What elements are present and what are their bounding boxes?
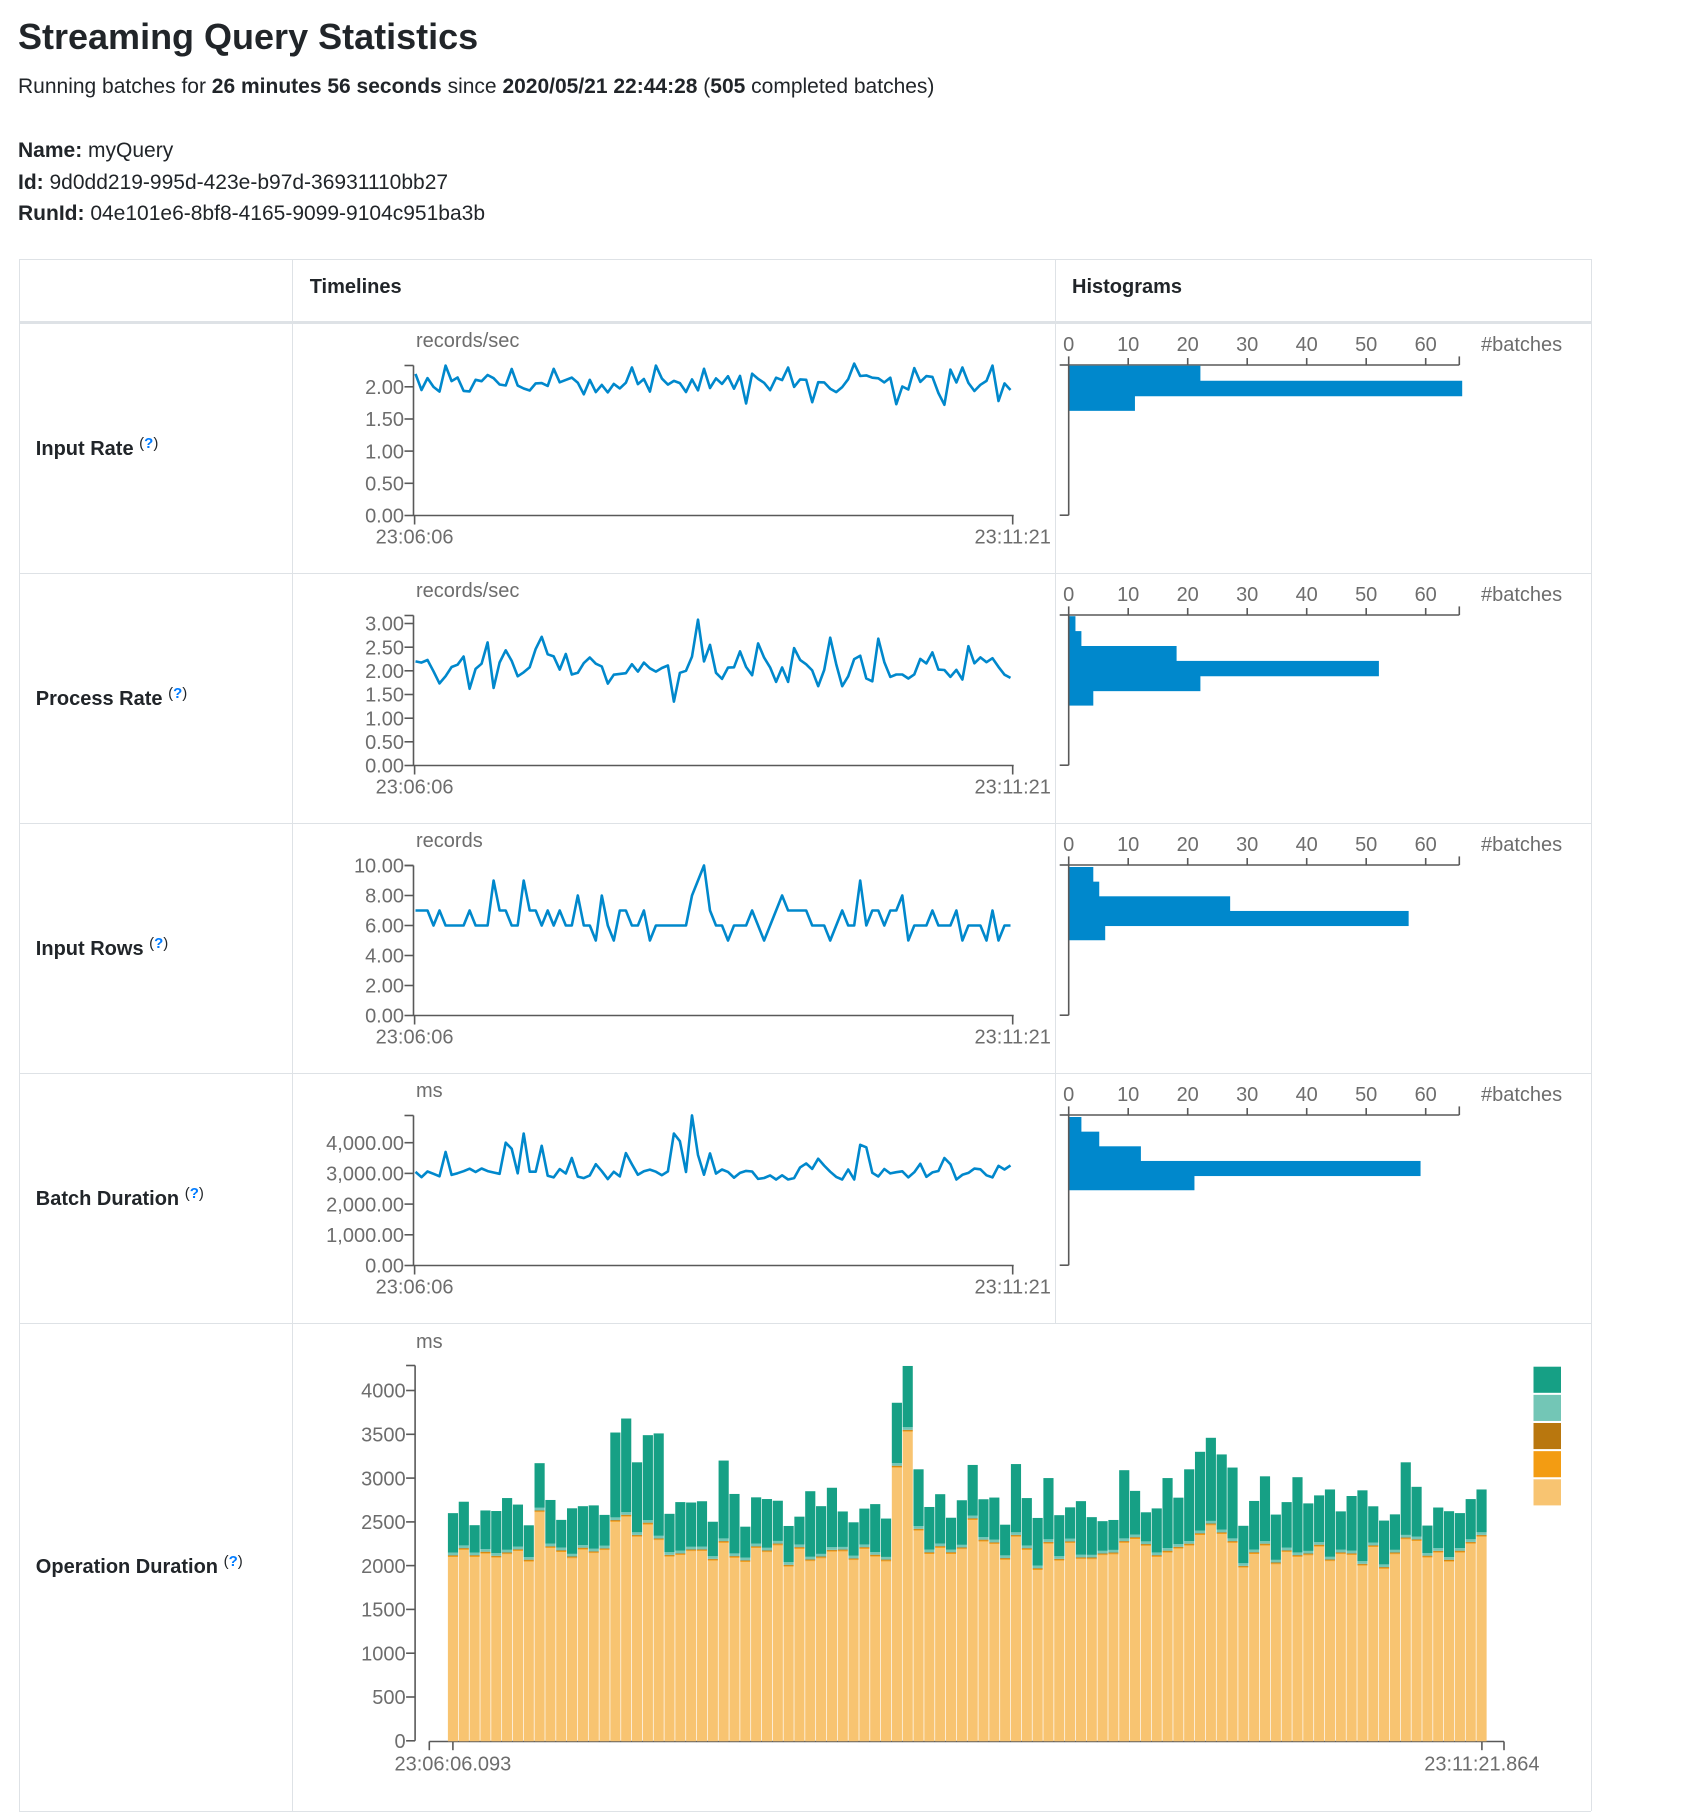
- svg-text:30: 30: [1236, 834, 1258, 856]
- svg-text:60: 60: [1415, 584, 1437, 606]
- svg-text:20: 20: [1177, 584, 1199, 606]
- svg-text:23:06:06: 23:06:06: [376, 1277, 454, 1299]
- svg-text:10.00: 10.00: [354, 856, 404, 878]
- svg-text:1500: 1500: [361, 1600, 406, 1622]
- svg-text:0: 0: [1063, 834, 1074, 856]
- svg-text:1.00: 1.00: [365, 708, 404, 730]
- svg-text:records/sec: records/sec: [416, 330, 519, 352]
- svg-text:3.00: 3.00: [365, 614, 404, 636]
- svg-text:2.00: 2.00: [365, 377, 404, 399]
- svg-text:30: 30: [1236, 1084, 1258, 1106]
- svg-text:3500: 3500: [361, 1425, 406, 1447]
- svg-text:40: 40: [1296, 334, 1318, 356]
- svg-text:0.00: 0.00: [365, 1256, 404, 1278]
- svg-text:3,000.00: 3,000.00: [326, 1164, 404, 1186]
- svg-text:23:11:21: 23:11:21: [975, 1277, 1051, 1299]
- svg-text:23:11:21.864: 23:11:21.864: [1424, 1754, 1539, 1776]
- svg-text:3000: 3000: [361, 1468, 406, 1490]
- svg-text:ms: ms: [416, 1080, 443, 1102]
- svg-text:0: 0: [1063, 584, 1074, 606]
- svg-text:23:06:06: 23:06:06: [376, 527, 454, 549]
- svg-text:#batches: #batches: [1481, 584, 1562, 606]
- svg-text:10: 10: [1117, 584, 1139, 606]
- svg-text:8.00: 8.00: [365, 886, 404, 908]
- svg-text:1,000.00: 1,000.00: [326, 1225, 404, 1247]
- svg-text:#batches: #batches: [1481, 834, 1562, 856]
- svg-text:23:06:06: 23:06:06: [376, 1027, 454, 1049]
- svg-text:6.00: 6.00: [365, 916, 404, 938]
- svg-text:2.50: 2.50: [365, 637, 404, 659]
- svg-text:0: 0: [1063, 1084, 1074, 1106]
- svg-text:30: 30: [1236, 584, 1258, 606]
- svg-text:20: 20: [1177, 1084, 1199, 1106]
- svg-text:0.50: 0.50: [365, 732, 404, 754]
- svg-text:60: 60: [1415, 334, 1437, 356]
- svg-text:40: 40: [1296, 834, 1318, 856]
- svg-text:2500: 2500: [361, 1512, 406, 1534]
- svg-text:1.50: 1.50: [365, 409, 404, 431]
- svg-text:10: 10: [1117, 334, 1139, 356]
- svg-text:23:06:06.093: 23:06:06.093: [395, 1754, 512, 1776]
- svg-text:0.50: 0.50: [365, 474, 404, 496]
- svg-text:4000: 4000: [361, 1381, 406, 1403]
- svg-text:40: 40: [1296, 584, 1318, 606]
- svg-text:0: 0: [394, 1731, 405, 1753]
- svg-text:30: 30: [1236, 334, 1258, 356]
- svg-text:0.00: 0.00: [365, 506, 404, 528]
- svg-text:1.00: 1.00: [365, 441, 404, 463]
- svg-text:0.00: 0.00: [365, 756, 404, 778]
- svg-text:records/sec: records/sec: [416, 580, 519, 602]
- svg-text:23:11:21: 23:11:21: [975, 527, 1051, 549]
- svg-text:500: 500: [372, 1687, 405, 1709]
- svg-text:10: 10: [1117, 834, 1139, 856]
- svg-text:2.00: 2.00: [365, 661, 404, 683]
- svg-text:4,000.00: 4,000.00: [326, 1133, 404, 1155]
- svg-text:#batches: #batches: [1481, 334, 1562, 356]
- svg-text:23:06:06: 23:06:06: [376, 777, 454, 799]
- svg-text:1000: 1000: [361, 1643, 406, 1665]
- svg-text:20: 20: [1177, 334, 1199, 356]
- svg-text:0: 0: [1063, 334, 1074, 356]
- svg-text:60: 60: [1415, 834, 1437, 856]
- svg-text:ms: ms: [416, 1331, 443, 1353]
- svg-text:2000: 2000: [361, 1556, 406, 1578]
- svg-text:50: 50: [1355, 584, 1377, 606]
- svg-text:50: 50: [1355, 334, 1377, 356]
- svg-text:40: 40: [1296, 1084, 1318, 1106]
- svg-text:60: 60: [1415, 1084, 1437, 1106]
- svg-text:2.00: 2.00: [365, 976, 404, 998]
- svg-text:50: 50: [1355, 834, 1377, 856]
- svg-text:4.00: 4.00: [365, 946, 404, 968]
- svg-text:20: 20: [1177, 834, 1199, 856]
- svg-text:#batches: #batches: [1481, 1084, 1562, 1106]
- svg-text:records: records: [416, 830, 483, 852]
- svg-text:10: 10: [1117, 1084, 1139, 1106]
- svg-text:23:11:21: 23:11:21: [975, 1027, 1051, 1049]
- svg-text:50: 50: [1355, 1084, 1377, 1106]
- svg-text:1.50: 1.50: [365, 685, 404, 707]
- svg-text:23:11:21: 23:11:21: [975, 777, 1051, 799]
- svg-text:2,000.00: 2,000.00: [326, 1194, 404, 1216]
- svg-text:0.00: 0.00: [365, 1006, 404, 1028]
